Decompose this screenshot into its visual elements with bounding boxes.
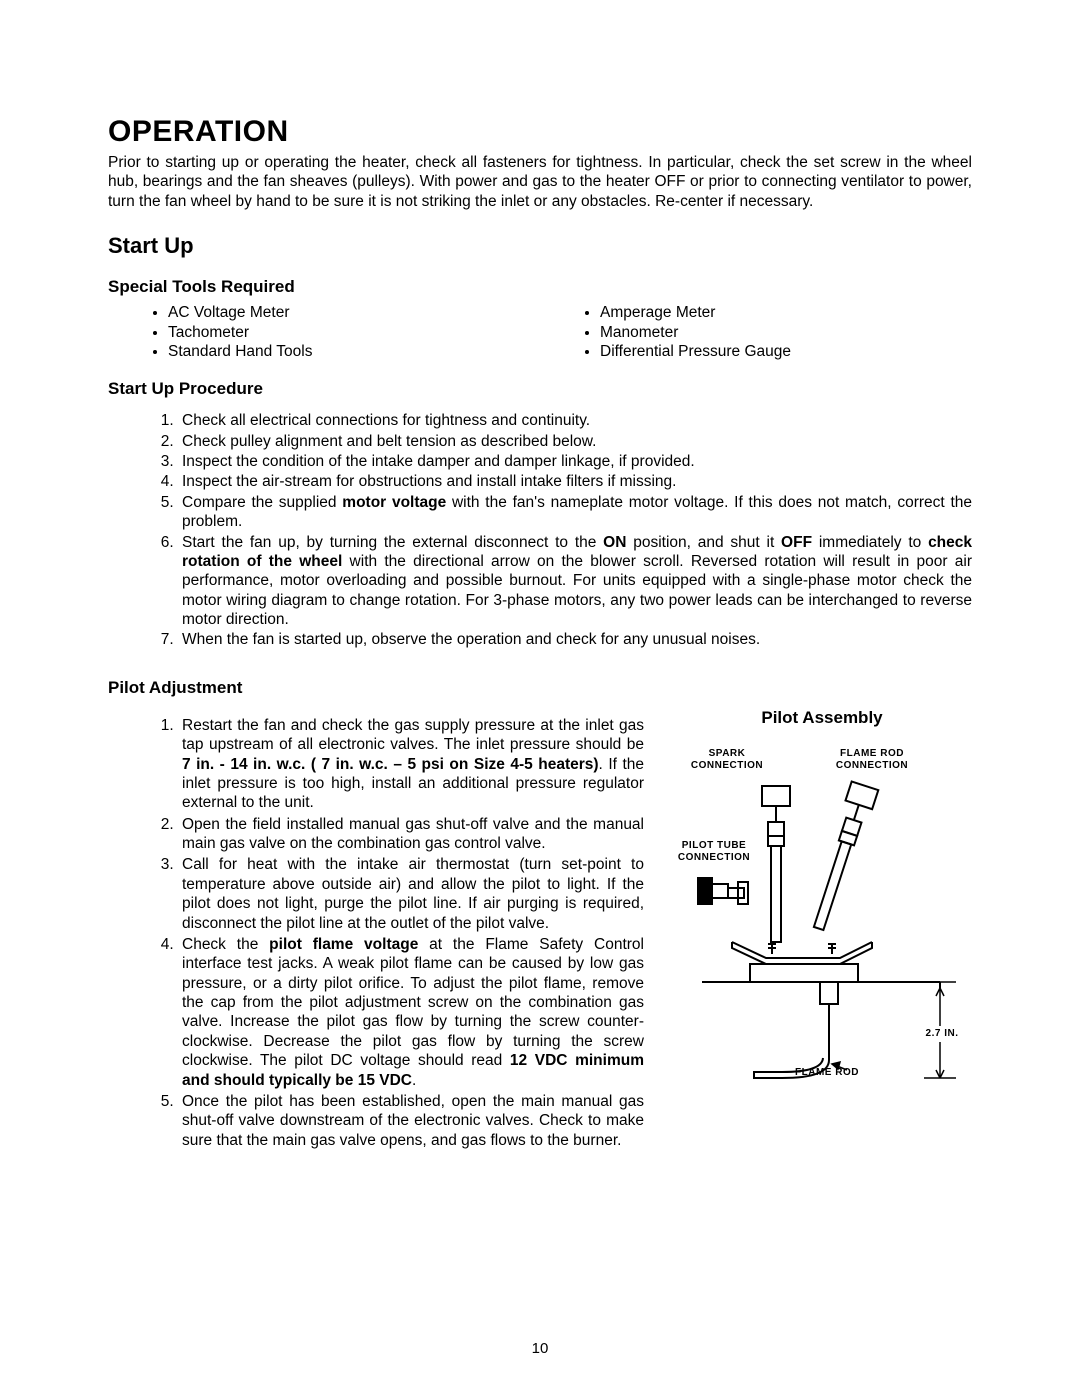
- list-item: Inspect the air-stream for obstructions …: [178, 472, 972, 491]
- figure-title: Pilot Assembly: [672, 708, 972, 728]
- list-item: Differential Pressure Gauge: [600, 342, 972, 361]
- list-item: Check pulley alignment and belt tension …: [178, 432, 972, 451]
- tools-right-col: Amperage Meter Manometer Differential Pr…: [540, 303, 972, 361]
- list-item: Standard Hand Tools: [168, 342, 540, 361]
- pilot-list: Restart the fan and check the gas supply…: [108, 716, 644, 1150]
- intro-paragraph: Prior to starting up or operating the he…: [108, 153, 972, 211]
- svg-text:2.7 IN.: 2.7 IN.: [926, 1028, 959, 1039]
- procedure-heading: Start Up Procedure: [108, 379, 972, 399]
- svg-text:SPARK: SPARK: [709, 748, 746, 759]
- list-item: Restart the fan and check the gas supply…: [178, 716, 644, 813]
- startup-heading: Start Up: [108, 233, 972, 259]
- list-item: AC Voltage Meter: [168, 303, 540, 322]
- tools-heading: Special Tools Required: [108, 277, 972, 297]
- tools-left-col: AC Voltage Meter Tachometer Standard Han…: [108, 303, 540, 361]
- list-item: Tachometer: [168, 323, 540, 342]
- list-item: Open the field installed manual gas shut…: [178, 815, 644, 854]
- list-item: When the fan is started up, observe the …: [178, 630, 972, 649]
- list-item: Manometer: [600, 323, 972, 342]
- list-item: Check all electrical connections for tig…: [178, 411, 972, 430]
- list-item: Once the pilot has been established, ope…: [178, 1092, 644, 1150]
- list-item: Check the pilot flame voltage at the Fla…: [178, 935, 644, 1090]
- procedure-list: Check all electrical connections for tig…: [108, 411, 972, 650]
- svg-text:CONNECTION: CONNECTION: [836, 760, 908, 771]
- tools-columns: AC Voltage Meter Tachometer Standard Han…: [108, 303, 972, 361]
- svg-text:PILOT TUBE: PILOT TUBE: [682, 840, 746, 851]
- pilot-assembly-diagram: SPARK CONNECTION FLAME ROD CONNECTION PI…: [672, 738, 972, 1098]
- list-item: Start the fan up, by turning the externa…: [178, 533, 972, 630]
- svg-text:CONNECTION: CONNECTION: [691, 760, 763, 771]
- pilot-figure: Pilot Assembly SPARK CONNECTION FLAME RO…: [672, 708, 972, 1103]
- pilot-heading: Pilot Adjustment: [108, 678, 972, 698]
- page-title: OPERATION: [108, 115, 972, 149]
- page-number: 10: [0, 1340, 1080, 1357]
- list-item: Inspect the condition of the intake damp…: [178, 452, 972, 471]
- list-item: Compare the supplied motor voltage with …: [178, 493, 972, 532]
- svg-text:CONNECTION: CONNECTION: [678, 852, 750, 863]
- svg-text:FLAME ROD: FLAME ROD: [840, 748, 904, 759]
- list-item: Call for heat with the intake air thermo…: [178, 855, 644, 933]
- list-item: Amperage Meter: [600, 303, 972, 322]
